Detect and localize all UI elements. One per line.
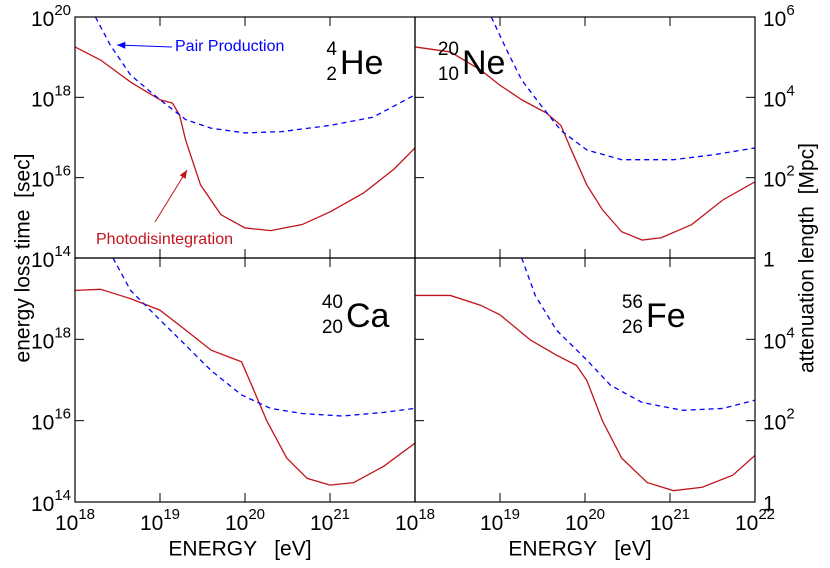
y2-tick-label: 106 — [763, 2, 795, 31]
x-tick-label: 1022 — [735, 506, 775, 535]
x-tick-label: 1021 — [650, 506, 690, 535]
series-line — [521, 258, 755, 411]
y-tick-label: 1014 — [31, 487, 71, 516]
series-line — [112, 258, 415, 417]
y-tick-label: 1016 — [31, 406, 71, 435]
y2-tick-label: 102 — [763, 163, 795, 192]
isotope-symbol: Fe — [646, 297, 686, 335]
y2-tick-label: 102 — [763, 406, 795, 435]
y-tick-label: 1018 — [31, 82, 71, 111]
isotope-charge: 2 — [326, 64, 337, 85]
panel-frame — [414, 257, 756, 503]
isotope-mass: 56 — [622, 292, 643, 313]
x-tick-label: 1020 — [225, 506, 265, 535]
series-line — [490, 17, 755, 161]
x-tick-label: 1018 — [395, 506, 435, 535]
x-tick-label: 1018 — [55, 506, 95, 535]
isotope-charge: 26 — [622, 317, 643, 338]
x-tick-label: 1020 — [565, 506, 605, 535]
y-tick-label: 1018 — [31, 324, 71, 353]
annotation-arrowhead — [117, 41, 126, 49]
series-line — [415, 46, 755, 241]
isotope-mass: 20 — [438, 39, 459, 60]
panel-frame — [74, 257, 416, 503]
isotope-symbol: Ca — [346, 297, 390, 335]
isotope-charge: 20 — [322, 317, 343, 338]
isotope-mass: 40 — [322, 292, 343, 313]
y2-tick-label: 104 — [763, 324, 795, 353]
isotope-charge: 10 — [438, 64, 459, 85]
series-line — [94, 17, 415, 134]
series-annotation: Pair Production — [175, 38, 284, 55]
y2-tick-label: 1 — [763, 493, 775, 516]
y-tick-label: 1016 — [31, 163, 71, 192]
isotope-symbol: Ne — [462, 44, 505, 82]
annotation-arrow — [116, 44, 173, 48]
isotope-mass: 4 — [326, 39, 337, 60]
x-axis-label: ENERGY [eV] — [168, 538, 311, 561]
x-axis-label: ENERGY [eV] — [508, 538, 651, 561]
annotation-arrowhead — [179, 170, 187, 179]
isotope-symbol: He — [340, 44, 383, 82]
x-tick-label: 1019 — [480, 506, 520, 535]
y2-tick-label: 104 — [763, 82, 795, 111]
annotation-arrow — [154, 169, 188, 223]
series-annotation: Photodisintegration — [96, 231, 233, 248]
x-tick-label: 1021 — [310, 506, 350, 535]
series-line — [415, 294, 755, 492]
y2-axis-label: attenuation length [Mpc] — [796, 143, 819, 373]
y2-tick-label: 1 — [763, 249, 775, 272]
x-tick-label: 1019 — [140, 506, 180, 535]
series-line — [75, 46, 415, 232]
y-tick-label: 1020 — [31, 2, 71, 31]
y-tick-label: 1014 — [31, 243, 71, 272]
y-axis-label: energy loss time [sec] — [12, 154, 35, 363]
